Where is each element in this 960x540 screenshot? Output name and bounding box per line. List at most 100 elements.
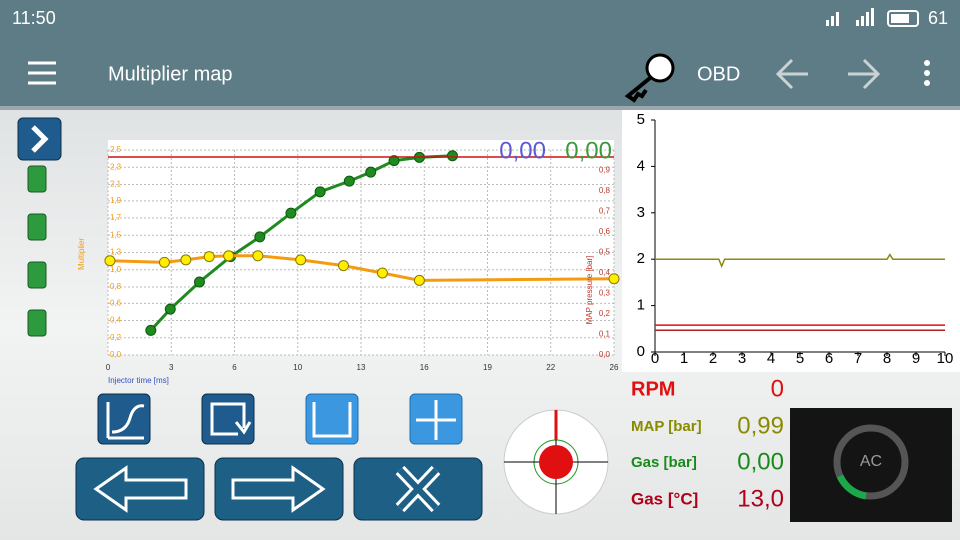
y-tick-label: 0,2: [110, 333, 122, 342]
x-tick-label: 22: [546, 363, 555, 372]
data-point: [343, 175, 355, 187]
data-point: [164, 303, 176, 315]
readings: RPM 0 MAP [bar] 0,99 Gas [bar] 0,00 Gas [°C] 13…: [631, 375, 784, 512]
app-bar-shadow: [0, 106, 960, 110]
battery-icon: [887, 10, 919, 27]
readout-green: 0,00: [565, 137, 612, 164]
battery-fill: [891, 14, 909, 23]
reading-value: 0,00: [737, 448, 784, 475]
y-tick-label: 2,3: [110, 162, 122, 171]
reading-value: 13,0: [737, 485, 784, 512]
y2-tick-label: 0,6: [599, 227, 611, 236]
reset-button[interactable]: [201, 393, 255, 445]
data-point: [365, 166, 377, 178]
key-button[interactable]: [624, 53, 675, 103]
y-tick-label: 1,7: [110, 213, 122, 222]
reading-label: RPM: [631, 378, 675, 400]
data-point: [413, 274, 425, 286]
y-tick-label: 0,8: [110, 282, 122, 291]
screen-title: Multiplier map: [108, 63, 232, 85]
logo-panel: AC: [790, 408, 952, 522]
y2-tick-label: 0,5: [599, 248, 611, 257]
x-tick-label: 8: [883, 350, 891, 367]
y2-tick-label: 0,7: [599, 207, 611, 216]
obd-button[interactable]: OBD: [697, 63, 740, 85]
x-tick-label: 7: [854, 350, 862, 367]
y-tick-label: 2,1: [110, 180, 122, 189]
back-arrow[interactable]: [775, 58, 808, 90]
expand-button[interactable]: [17, 117, 62, 161]
x-tick-label: 2: [709, 350, 717, 367]
forward-arrow[interactable]: [848, 58, 881, 90]
y2-tick-label: 0,2: [599, 309, 611, 318]
x-tick-label: 6: [825, 350, 833, 367]
y2-tick-label: 0,0: [599, 350, 611, 359]
x-tick-label: 6: [232, 363, 237, 372]
x-tick-label: 9: [912, 350, 920, 367]
data-point: [158, 256, 170, 268]
expand-icon: [31, 125, 49, 153]
data-point: [223, 250, 235, 262]
data-point: [446, 150, 458, 162]
crosshair-button[interactable]: [409, 393, 463, 445]
y2-tick-label: 0,3: [599, 289, 611, 298]
menu-button[interactable]: [28, 61, 56, 85]
x-tick-label: 4: [767, 350, 775, 367]
x-tick-label: 3: [738, 350, 746, 367]
curve-button[interactable]: [97, 393, 151, 445]
data-point: [337, 260, 349, 272]
data-point: [252, 250, 264, 262]
target-indicator: [503, 409, 609, 515]
x-tick-label: 10: [293, 363, 302, 372]
multiplier-chart: 0 3 6 10 13 16 19 22 26 0,0 0,2 0,4 0,6 0,8 1,0 1,3 1,5 1…: [104, 145, 620, 372]
data-point: [254, 231, 266, 243]
x-tick-label: 26: [610, 363, 619, 372]
left-button[interactable]: [75, 457, 205, 521]
x-tick-label: 3: [169, 363, 174, 372]
svg-text:AC: AC: [860, 453, 882, 470]
y-tick-label: 4: [637, 157, 645, 174]
data-point: [608, 273, 620, 285]
y2-tick-label: 0,8: [599, 186, 611, 195]
data-point: [388, 155, 400, 167]
y-tick-label: 2: [637, 250, 645, 267]
x-tick-label: 0: [651, 350, 659, 367]
x-tick-label: 13: [357, 363, 366, 372]
x-tick-label: 0: [106, 363, 111, 372]
data-point: [203, 251, 215, 263]
data-point: [376, 267, 388, 279]
data-point: [285, 207, 297, 219]
y-tick-label: 1: [637, 297, 645, 314]
x-tick-label: 1: [680, 350, 688, 367]
live-plot-area: [622, 110, 960, 372]
y-tick-label: 2,5: [110, 145, 122, 154]
y2-tick-label: 0,4: [599, 268, 611, 277]
y-tick-label: 1,3: [110, 248, 122, 257]
y-tick-label: 0: [637, 343, 645, 360]
data-point: [295, 254, 307, 266]
y-tick-label: 3: [637, 204, 645, 221]
reading-value: 0: [771, 375, 784, 402]
reading-label: Gas [°C]: [631, 489, 698, 508]
overflow-menu[interactable]: [924, 60, 930, 86]
data-point: [104, 255, 116, 267]
data-point: [193, 276, 205, 288]
data-point: [180, 254, 192, 266]
y2-tick-label: 0,9: [599, 166, 611, 175]
y-axis-label: Multiplier: [77, 238, 86, 270]
x-tick-label: 16: [420, 363, 429, 372]
data-point: [314, 186, 326, 198]
y-tick-label: 0,0: [110, 350, 122, 359]
close-button[interactable]: [353, 457, 483, 521]
signal-icons: [826, 8, 874, 26]
right-button[interactable]: [214, 457, 344, 521]
x-tick-label: 10: [937, 350, 954, 367]
width-button[interactable]: [305, 393, 359, 445]
y-tick-label: 1,9: [110, 196, 122, 205]
y2-axis-label: MAP pressure [bar]: [585, 256, 594, 325]
readout-blue: 0,00: [499, 137, 546, 164]
reading-label: Gas [bar]: [631, 454, 697, 471]
y-tick-label: 0,6: [110, 298, 122, 307]
